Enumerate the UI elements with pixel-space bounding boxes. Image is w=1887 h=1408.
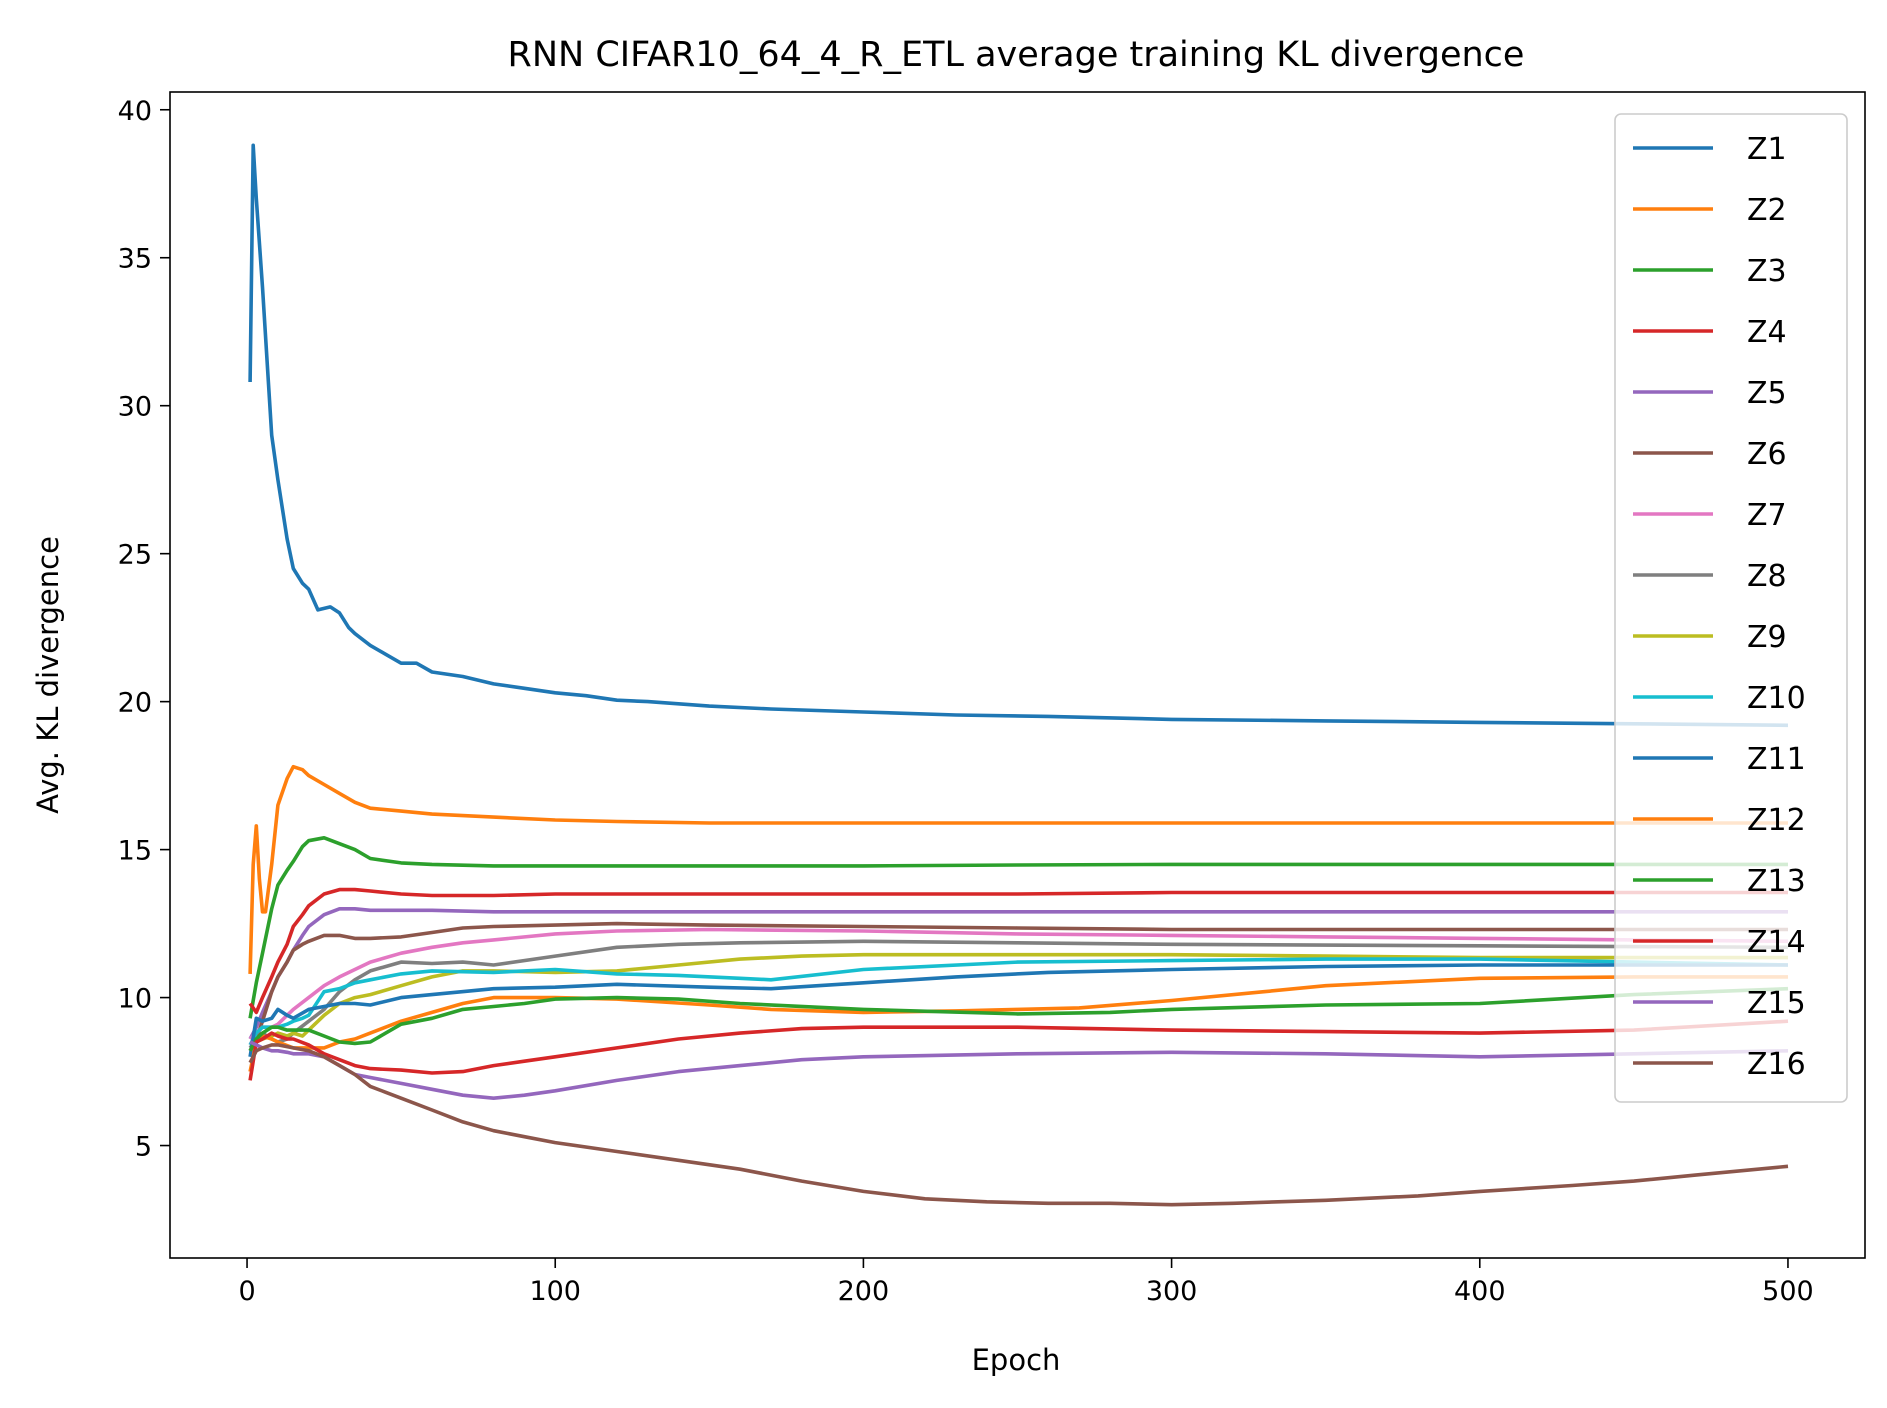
y-tick-label: 25 [118,540,152,571]
legend-label-z5: Z5 [1747,376,1787,411]
x-axis: 0 100 200 300 400 500 [238,1258,1814,1307]
y-tick-label: 10 [118,984,152,1015]
series-layer [248,143,1789,1207]
y-axis: 5 10 15 20 25 30 35 40 [118,96,170,1163]
series-line-z15 [249,1040,1789,1100]
x-tick-label: 100 [529,1276,581,1307]
x-tick-label: 300 [1146,1276,1198,1307]
x-tick-label: 500 [1762,1276,1814,1307]
y-tick-label: 30 [118,392,152,423]
y-tick-label: 15 [118,836,152,867]
y-tick-label: 40 [118,96,152,127]
legend-label-z8: Z8 [1747,559,1787,594]
legend-label-z14: Z14 [1747,925,1806,960]
legend-label-z1: Z1 [1747,132,1787,167]
legend-label-z10: Z10 [1747,681,1806,716]
y-tick-label: 35 [118,244,152,275]
chart-title: RNN CIFAR10_64_4_R_ETL average training … [508,35,1525,75]
series-line-z3 [248,836,1788,1019]
legend-label-z3: Z3 [1747,254,1787,289]
legend-label-z15: Z15 [1747,986,1806,1021]
y-tick-label: 20 [118,688,152,719]
legend-label-z4: Z4 [1747,315,1787,350]
series-line-z10 [248,957,1789,1046]
y-tick-label: 5 [135,1132,152,1163]
x-tick-label: 400 [1454,1276,1506,1307]
series-line-z14 [248,1019,1789,1081]
legend-box [1614,113,1848,1103]
legend-label-z7: Z7 [1747,498,1787,533]
x-tick-label: 200 [838,1276,890,1307]
legend-label-z13: Z13 [1747,864,1806,899]
series-line-z6 [248,921,1788,1052]
series-line-z13 [248,986,1789,1052]
series-line-z2 [248,764,1788,974]
legend-label-z16: Z16 [1747,1047,1806,1082]
x-tick-label: 0 [238,1276,255,1307]
x-axis-label: Epoch [972,1343,1061,1377]
legend: Z1 Z2 Z3 Z4 Z5 Z6 Z7 Z8 Z9 Z10 Z11 Z12 Z13 Z14 Z15 Z16 [1614,113,1848,1103]
legend-label-z2: Z2 [1747,193,1787,228]
series-line-z7 [248,927,1789,1041]
plot-frame [169,91,1866,1259]
series-line-z9 [249,952,1788,1047]
y-axis-label: Avg. KL divergence [31,536,65,814]
legend-label-z9: Z9 [1747,620,1787,655]
legend-label-z6: Z6 [1747,437,1787,472]
legend-label-z12: Z12 [1747,803,1806,838]
series-line-z4 [248,887,1788,1015]
legend-label-z11: Z11 [1747,742,1806,777]
series-line-z11 [248,963,1788,1058]
series-line-z16 [248,1043,1789,1207]
series-line-z1 [248,143,1789,728]
